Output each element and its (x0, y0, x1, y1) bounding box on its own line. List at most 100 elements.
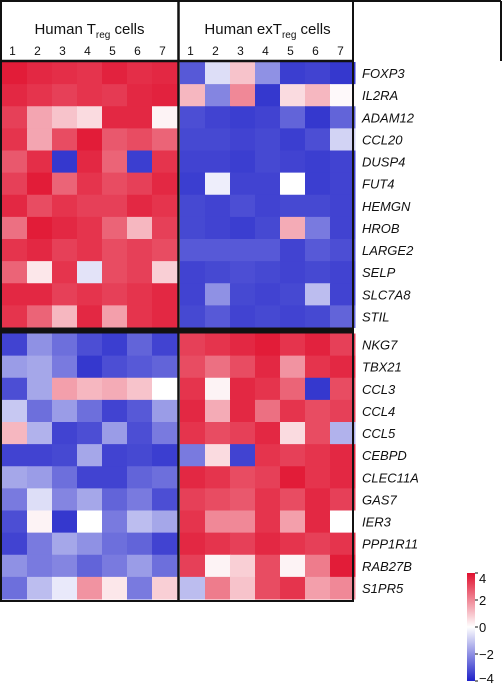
heatmap-cell (152, 194, 178, 218)
heatmap-cell (330, 399, 356, 423)
heatmap-cell (305, 216, 331, 240)
heatmap-cell (127, 106, 153, 129)
heatmap-cell (305, 377, 331, 401)
heatmap-cell (102, 128, 128, 151)
heatmap-cell (230, 333, 256, 357)
heatmap-cell (230, 377, 256, 401)
heatmap-cell (305, 466, 331, 489)
column-label: 1 (187, 44, 194, 58)
heatmap-cell (102, 488, 128, 511)
heatmap-cell (205, 239, 231, 262)
heatmap-cell (152, 510, 178, 534)
heatmap-cell (52, 532, 78, 556)
heatmap-cell (152, 554, 178, 578)
heatmap-cell (52, 466, 78, 489)
colorbar: 4 2 0 −2 −4 (467, 571, 494, 685)
heatmap-cell (330, 377, 356, 401)
heatmap-cell (180, 510, 206, 534)
heatmap-cell (77, 399, 103, 423)
heatmap-cell (77, 333, 103, 357)
heatmap-cell (152, 466, 178, 489)
heatmap-cell (127, 576, 153, 600)
heatmap-cell (27, 239, 53, 262)
heatmap-cell (2, 355, 28, 379)
heatmap-cell (2, 84, 28, 107)
gene-label: CCL5 (362, 426, 396, 441)
heatmap-cell (2, 305, 28, 328)
column-label: 1 (9, 44, 16, 58)
heatmap-cell (127, 377, 153, 401)
heatmap-cell (102, 399, 128, 423)
heatmap-cell (102, 239, 128, 262)
heatmap-cell (305, 554, 331, 578)
heatmap-cell (330, 216, 356, 240)
heatmap-cell (2, 576, 28, 600)
column-labels: 1 2 3 4 5 6 7 1 2 3 4 5 6 7 (9, 44, 344, 58)
gene-labels: FOXP3 IL2RA ADAM12 CCL20 DUSP4 FUT4 HEMGN HROB L… (361, 66, 419, 596)
heatmap-cell (230, 305, 256, 328)
heatmap-cell (152, 377, 178, 401)
column-label: 2 (212, 44, 219, 58)
heatmap-cell (77, 532, 103, 556)
heatmap-cell (27, 333, 53, 357)
heatmap-cell (330, 194, 356, 218)
heatmap-cell (152, 239, 178, 262)
heatmap-cell (230, 399, 256, 423)
heatmap-cell (2, 239, 28, 262)
heatmap-cell (102, 106, 128, 129)
heatmap-cell (305, 283, 331, 306)
heatmap-cell (280, 554, 306, 578)
heatmap-cell (205, 261, 231, 284)
heatmap-cell (305, 62, 331, 85)
heatmap-cell (255, 172, 281, 196)
heatmap-cell (127, 216, 153, 240)
heatmap-cell (230, 488, 256, 511)
heatmap-cell (2, 488, 28, 511)
heatmap-cell (127, 172, 153, 196)
heatmap-cell (330, 62, 356, 85)
heatmap-frames (0, 0, 502, 602)
heatmap-cell (205, 216, 231, 240)
heatmap-cell (180, 377, 206, 401)
heatmap-cell (77, 239, 103, 262)
heatmap-cell (102, 333, 128, 357)
heatmap-cell (205, 399, 231, 423)
heatmap-cell (152, 62, 178, 85)
heatmap-cell (230, 510, 256, 534)
heatmap-cell (180, 283, 206, 306)
heatmap-cell (330, 106, 356, 129)
heatmap-cell (180, 106, 206, 129)
heatmap-cell (230, 466, 256, 489)
heatmap-cell (27, 216, 53, 240)
heatmap-cell (127, 283, 153, 306)
heatmap-cell (255, 532, 281, 556)
gene-label: CEBPD (362, 448, 407, 463)
heatmap-cell (2, 283, 28, 306)
heatmap-cell (152, 150, 178, 174)
heatmap-cell (230, 261, 256, 284)
heatmap-cell (205, 377, 231, 401)
heatmap-cell (127, 399, 153, 423)
heatmap-cell (280, 576, 306, 600)
heatmap-cell (77, 305, 103, 328)
group-title: Human exTreg cells (204, 21, 330, 41)
heatmap-cell (152, 576, 178, 600)
heatmap-cell (180, 554, 206, 578)
heatmap-cell (127, 488, 153, 511)
heatmap-cell (180, 488, 206, 511)
heatmap-cell (102, 466, 128, 489)
heatmap-cell (280, 444, 306, 467)
heatmap-cell (230, 422, 256, 445)
heatmap-cell (77, 377, 103, 401)
heatmap-cell (102, 150, 128, 174)
heatmap-cell (205, 422, 231, 445)
heatmap-cell (280, 106, 306, 129)
heatmap-cell (27, 488, 53, 511)
heatmap-cell (2, 554, 28, 578)
heatmap-cell (77, 576, 103, 600)
heatmap-cell (255, 261, 281, 284)
heatmap-cell (255, 488, 281, 511)
heatmap-cell (52, 261, 78, 284)
heatmap-cell (205, 488, 231, 511)
